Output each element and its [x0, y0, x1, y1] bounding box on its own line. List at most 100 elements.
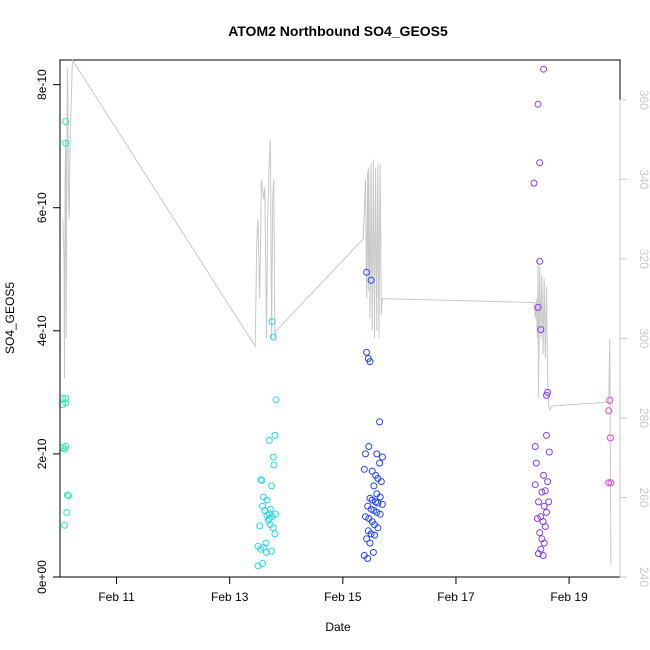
data-point — [370, 482, 378, 490]
data-point — [540, 502, 548, 510]
data-point — [541, 523, 549, 530]
data-point — [269, 333, 277, 341]
data-point — [271, 431, 279, 439]
data-point — [63, 508, 71, 516]
axes-layer: Feb 11 Feb 13 Feb 15 Feb 17 Feb 19 0e+00 2e-10… — [35, 69, 650, 604]
data-point — [539, 552, 547, 559]
data-point — [266, 505, 274, 513]
chart-title: ATOM2 Northbound SO4_GEOS5 — [228, 23, 448, 39]
secondary-line-layer — [62, 58, 612, 566]
data-point — [263, 548, 270, 556]
data-point — [544, 478, 552, 486]
data-point — [265, 436, 273, 444]
data-point — [271, 530, 279, 538]
data-point — [368, 467, 376, 475]
y2-tick-label: 340 — [637, 169, 650, 189]
data-point — [376, 459, 384, 467]
y-tick-label: 6e-10 — [35, 192, 49, 223]
data-point — [373, 508, 381, 516]
data-point — [532, 459, 540, 467]
plot-frame — [59, 59, 621, 578]
data-point — [258, 476, 266, 484]
data-point — [269, 453, 277, 461]
y2-tick-label: 360 — [637, 90, 650, 110]
data-point — [376, 510, 384, 518]
data-point — [536, 257, 544, 265]
x-tick-label: Feb 13 — [211, 590, 249, 604]
data-point — [538, 488, 546, 496]
data-point — [376, 493, 384, 501]
data-point — [61, 521, 68, 529]
data-point — [363, 535, 371, 543]
data-point — [545, 448, 553, 456]
data-point — [366, 494, 374, 502]
data-point — [374, 524, 382, 532]
data-point — [259, 560, 266, 567]
data-point — [535, 550, 542, 558]
x-tick-label: Feb 11 — [98, 590, 135, 604]
x-tick-label: Feb 19 — [550, 590, 588, 604]
data-point — [62, 139, 70, 147]
data-point — [530, 179, 538, 187]
data-point — [364, 555, 372, 562]
data-point — [605, 407, 613, 415]
data-point — [540, 539, 548, 547]
data-point — [272, 396, 280, 404]
data-point — [360, 465, 368, 473]
data-point — [366, 539, 374, 547]
data-point — [540, 471, 548, 479]
data-point — [541, 487, 549, 495]
data-point — [272, 510, 279, 518]
data-point — [362, 450, 369, 458]
points-layer — [59, 65, 615, 570]
x-tick-label: Feb 17 — [437, 590, 475, 604]
data-point — [369, 548, 377, 556]
data-point — [268, 482, 276, 490]
data-point — [270, 461, 278, 469]
data-point — [373, 450, 381, 458]
data-point — [62, 395, 70, 402]
data-point — [531, 481, 539, 489]
y2-tick-label: 300 — [637, 328, 650, 348]
data-point — [268, 547, 276, 555]
data-point — [65, 492, 72, 500]
data-point — [378, 500, 386, 508]
data-point — [535, 498, 542, 506]
data-point — [363, 268, 371, 276]
data-point — [543, 431, 550, 439]
data-point — [606, 396, 614, 404]
y-tick-label: 2e-10 — [35, 438, 49, 469]
data-point — [544, 388, 552, 396]
data-point — [533, 515, 541, 522]
data-point — [263, 496, 271, 504]
data-point — [607, 479, 615, 487]
data-point — [606, 434, 614, 442]
y2-tick-label: 240 — [637, 567, 650, 587]
data-point — [374, 499, 382, 507]
data-point — [534, 100, 542, 108]
data-point — [371, 531, 378, 539]
y-axis-label: SO4_GEOS5 — [3, 282, 17, 354]
data-point — [265, 515, 273, 522]
x-tick-label: Feb 15 — [324, 590, 362, 604]
data-point — [376, 418, 384, 426]
data-point — [543, 391, 550, 399]
data-point — [268, 318, 276, 326]
data-point — [536, 529, 544, 537]
y2-tick-label: 320 — [637, 249, 650, 269]
data-point — [378, 453, 386, 461]
y2-tick-label: 260 — [637, 487, 650, 507]
data-point — [545, 498, 553, 506]
data-point — [367, 530, 375, 538]
data-point — [62, 118, 70, 125]
data-point — [377, 478, 385, 486]
data-point — [362, 513, 369, 521]
data-point — [366, 358, 374, 366]
data-point — [537, 326, 545, 334]
data-point — [531, 443, 539, 450]
data-point — [256, 522, 264, 530]
data-point — [543, 508, 550, 516]
data-point — [536, 159, 544, 167]
data-point — [63, 491, 71, 499]
data-point — [61, 445, 68, 453]
